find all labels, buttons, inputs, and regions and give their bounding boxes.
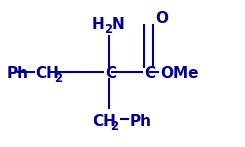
Text: C: C: [145, 66, 156, 81]
Text: Ph: Ph: [6, 66, 28, 81]
Text: H: H: [92, 17, 105, 32]
Text: OMe: OMe: [160, 66, 199, 81]
Text: N: N: [111, 17, 124, 32]
Text: O: O: [156, 11, 169, 26]
Text: CH: CH: [92, 114, 116, 129]
Text: Ph: Ph: [130, 114, 152, 129]
Text: 2: 2: [110, 120, 118, 133]
Text: CH: CH: [36, 66, 59, 81]
Text: C: C: [105, 66, 116, 81]
Text: 2: 2: [104, 23, 112, 36]
Text: 2: 2: [54, 72, 62, 85]
